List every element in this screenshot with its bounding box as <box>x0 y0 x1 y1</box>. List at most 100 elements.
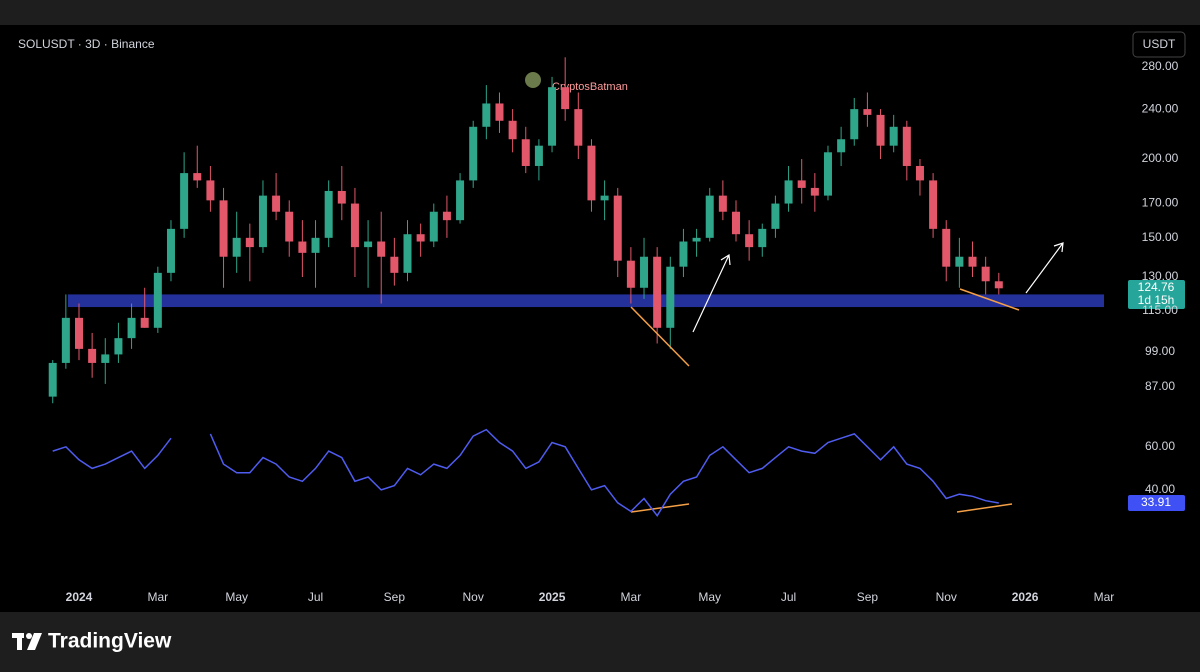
candle-body <box>679 241 688 267</box>
candle-body <box>810 187 819 196</box>
candle-body <box>561 87 570 110</box>
x-tick-label: Jul <box>781 590 796 604</box>
x-tick-label: 2024 <box>66 590 93 604</box>
candle-body <box>180 173 189 229</box>
x-tick-label: Nov <box>463 590 484 604</box>
candle-body <box>626 260 635 288</box>
candle-body <box>456 180 465 221</box>
watermark: CryptosBatman <box>552 81 628 93</box>
x-tick-label: Nov <box>936 590 957 604</box>
candle-body <box>758 228 767 248</box>
x-tick-label: 2026 <box>1012 590 1039 604</box>
countdown: 1d 15h <box>1138 293 1175 307</box>
candle-body <box>666 266 675 328</box>
candle-body <box>613 195 622 261</box>
y-tick-label: 170.00 <box>1142 196 1179 210</box>
y-tick-label: 280.00 <box>1142 59 1179 73</box>
candle-body <box>364 241 373 248</box>
logo-part <box>17 633 22 650</box>
trendline <box>959 288 1020 311</box>
candle-body <box>88 348 97 363</box>
arrows <box>692 242 1064 333</box>
candle-body <box>324 190 333 238</box>
rsi-value-box <box>1128 495 1185 511</box>
candle-body <box>298 241 307 253</box>
brand-logo <box>12 633 42 650</box>
y-tick-label: 115.00 <box>1142 303 1178 317</box>
candle-body <box>232 237 241 257</box>
trendline <box>630 306 690 367</box>
candle-body <box>889 126 898 146</box>
candle-body <box>495 103 504 121</box>
candle-body <box>718 195 727 212</box>
candle-body <box>61 317 70 363</box>
candle-body <box>902 126 911 166</box>
candle-body <box>771 203 780 229</box>
candle-body <box>640 256 649 288</box>
y2-tick-label: 40.00 <box>1145 482 1175 496</box>
candle-body <box>955 256 964 267</box>
candle-body <box>166 228 175 273</box>
y-tick-label: 150.00 <box>1142 230 1179 244</box>
candle-body <box>140 317 149 328</box>
rsi-line <box>52 428 999 518</box>
symbol-title: SOLUSDT · 3D · Binance <box>18 37 155 51</box>
candle-body <box>732 211 740 235</box>
candle-body <box>823 152 832 196</box>
candle-body <box>876 114 885 146</box>
chart-background <box>0 25 1200 612</box>
candle-body <box>968 256 977 267</box>
candle-body <box>101 354 110 363</box>
candle-body <box>850 109 859 140</box>
support-zone <box>68 294 1104 308</box>
candle-body <box>429 211 438 242</box>
candle-body <box>272 195 281 212</box>
candle-body <box>587 145 596 201</box>
logo-part <box>26 633 32 639</box>
currency-button[interactable] <box>1132 31 1186 58</box>
y-tick-label: 240.00 <box>1142 101 1179 115</box>
brand: TradingView <box>48 630 172 653</box>
x-tick-label: 2025 <box>539 590 566 604</box>
candle-body <box>994 281 1003 289</box>
candle-body <box>416 234 425 242</box>
candle-body <box>193 173 202 181</box>
candle-body <box>705 195 714 238</box>
candle-body <box>784 180 793 204</box>
candle-body <box>574 109 583 146</box>
candle-body <box>929 180 938 229</box>
candle-body <box>863 109 872 115</box>
candle-body <box>482 103 491 127</box>
candle-body <box>534 145 543 166</box>
x-tick-label: Mar <box>148 590 169 604</box>
candle-body <box>153 272 162 328</box>
rsi-value: 33.91 <box>1141 495 1171 509</box>
candle-body <box>206 180 215 201</box>
candle-body <box>258 195 267 248</box>
candle-body <box>337 190 346 204</box>
candle-body <box>469 126 478 181</box>
x-tick-label: Sep <box>857 590 879 604</box>
candle-body <box>797 180 806 188</box>
candle-body <box>600 195 609 201</box>
candle-body <box>311 237 320 253</box>
candle-body <box>390 256 399 273</box>
watermark-avatar <box>525 72 541 88</box>
y-tick-label: 130.00 <box>1142 269 1179 283</box>
candle-body <box>245 237 254 248</box>
candle-body <box>127 317 136 339</box>
last-price-box <box>1128 280 1185 309</box>
candle-body <box>692 237 701 242</box>
x-tick-label: May <box>225 590 248 604</box>
x-tick-label: Mar <box>621 590 642 604</box>
logo-part <box>27 633 42 650</box>
rsi-trendline <box>630 503 690 513</box>
candle-body <box>377 241 386 257</box>
x-tick-label: Mar <box>1094 590 1115 604</box>
currency-label[interactable]: USDT <box>1143 37 1176 51</box>
candle-body <box>745 234 754 248</box>
last-price: 124.76 <box>1138 280 1175 294</box>
candle-body <box>48 362 57 397</box>
candle-body <box>981 266 990 282</box>
